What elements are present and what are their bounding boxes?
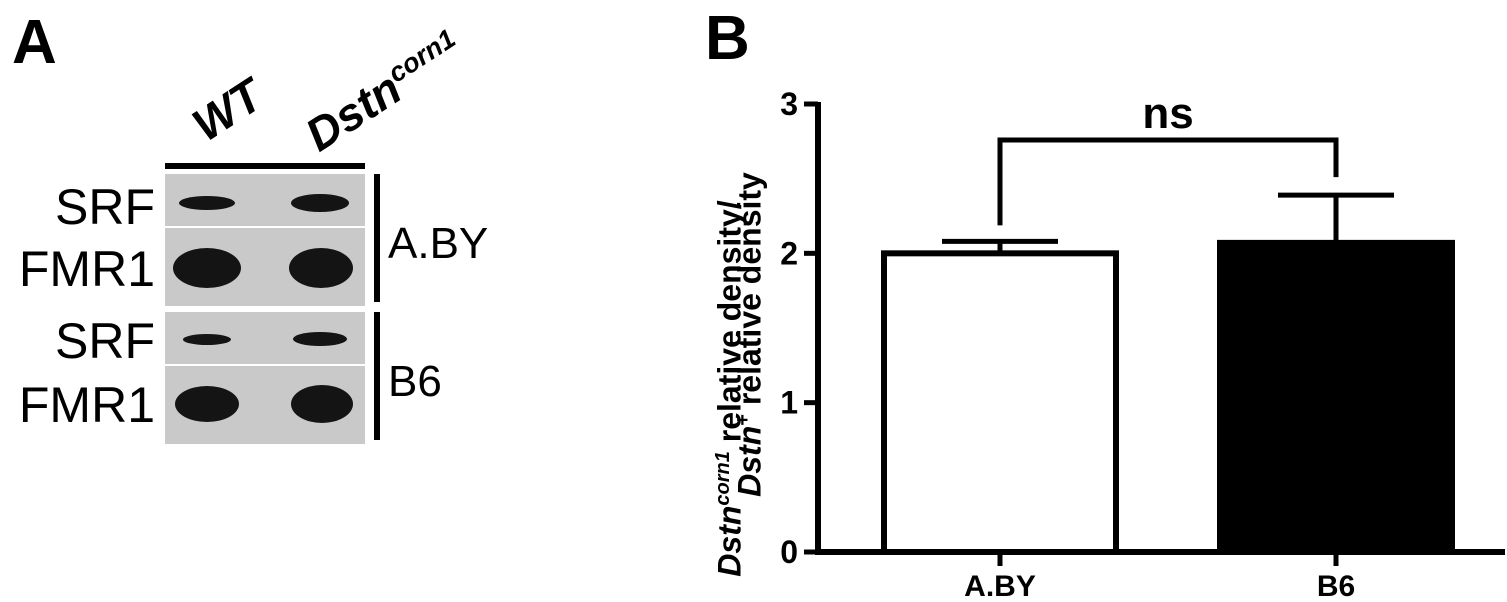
band-fmr1-aby-mutant <box>289 248 353 288</box>
row-label-fmr1-b6: FMR1 <box>18 377 155 433</box>
band-srf-aby-mutant <box>291 194 349 212</box>
bar-aby <box>881 250 1119 555</box>
y-tick-label-3: 3 <box>780 86 798 122</box>
significance-label: ns <box>1142 89 1193 138</box>
panel-b-letter: B <box>705 4 750 73</box>
blot-fmr1-aby <box>165 228 365 306</box>
significance-bracket <box>997 137 1339 226</box>
y-tick-label-1: 1 <box>780 385 798 421</box>
lane-header-line <box>165 163 365 169</box>
strain-label-aby: A.BY <box>388 219 489 268</box>
y-tick-label-2: 2 <box>780 235 798 271</box>
bracket-b6 <box>374 312 380 440</box>
strain-label-b6: B6 <box>388 357 442 406</box>
blot-fmr1-b6 <box>165 366 365 444</box>
x-tick-label-1: B6 <box>1317 570 1355 602</box>
band-fmr1-b6-wt <box>175 386 239 422</box>
blot-srf-aby <box>165 174 365 226</box>
band-srf-b6-wt <box>183 334 231 345</box>
bar-b6 <box>1217 239 1455 555</box>
band-fmr1-b6-mutant <box>291 385 353 423</box>
row-label-srf-aby: SRF <box>55 179 155 235</box>
band-srf-aby-wt <box>179 196 235 210</box>
blot-srf-b6 <box>165 312 365 364</box>
y-tick-label-0: 0 <box>780 534 798 570</box>
row-label-srf-b6: SRF <box>55 313 155 369</box>
band-fmr1-aby-wt <box>173 248 241 288</box>
panel-a-letter: A <box>12 8 57 77</box>
bracket-aby <box>374 174 380 302</box>
x-tick-label-0: A.BY <box>964 570 1036 602</box>
row-label-fmr1-aby: FMR1 <box>18 241 155 297</box>
band-srf-b6-mutant <box>293 332 347 346</box>
